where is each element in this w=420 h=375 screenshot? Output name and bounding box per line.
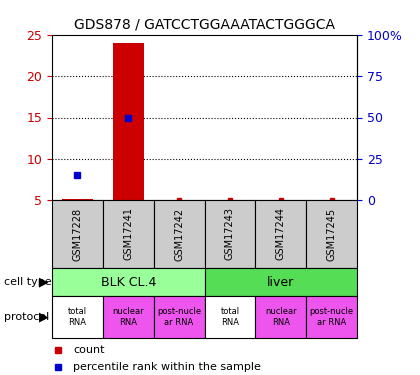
Bar [154, 296, 205, 338]
Text: post-nucle
ar RNA: post-nucle ar RNA [310, 307, 354, 327]
Bar [113, 43, 144, 200]
Text: post-nucle
ar RNA: post-nucle ar RNA [157, 307, 201, 327]
Text: percentile rank within the sample: percentile rank within the sample [74, 362, 261, 372]
Bar [255, 200, 306, 268]
Bar [103, 200, 154, 268]
Text: ▶: ▶ [39, 276, 48, 288]
Bar [154, 200, 205, 268]
Title: GDS878 / GATCCTGGAAATACTGGGCA: GDS878 / GATCCTGGAAATACTGGGCA [74, 17, 335, 31]
Text: cell type: cell type [4, 277, 52, 287]
Bar [52, 268, 205, 296]
Text: total
RNA: total RNA [220, 307, 239, 327]
Text: GSM17243: GSM17243 [225, 207, 235, 261]
Bar [306, 296, 357, 338]
Text: protocol: protocol [4, 312, 50, 322]
Bar [255, 296, 306, 338]
Text: BLK CL.4: BLK CL.4 [100, 276, 156, 288]
Text: GSM17241: GSM17241 [123, 207, 133, 261]
Bar [52, 296, 103, 338]
Text: ▶: ▶ [39, 310, 48, 324]
Text: liver: liver [267, 276, 294, 288]
Text: count: count [74, 345, 105, 355]
Bar [62, 199, 93, 200]
Bar [103, 296, 154, 338]
Bar [205, 268, 357, 296]
Text: GSM17242: GSM17242 [174, 207, 184, 261]
Text: GSM17245: GSM17245 [327, 207, 336, 261]
Bar [205, 296, 255, 338]
Bar [205, 200, 255, 268]
Text: nuclear
RNA: nuclear RNA [265, 307, 297, 327]
Text: GSM17244: GSM17244 [276, 207, 286, 261]
Text: nuclear
RNA: nuclear RNA [113, 307, 144, 327]
Text: total
RNA: total RNA [68, 307, 87, 327]
Bar [52, 200, 103, 268]
Bar [306, 200, 357, 268]
Text: GSM17228: GSM17228 [72, 207, 82, 261]
